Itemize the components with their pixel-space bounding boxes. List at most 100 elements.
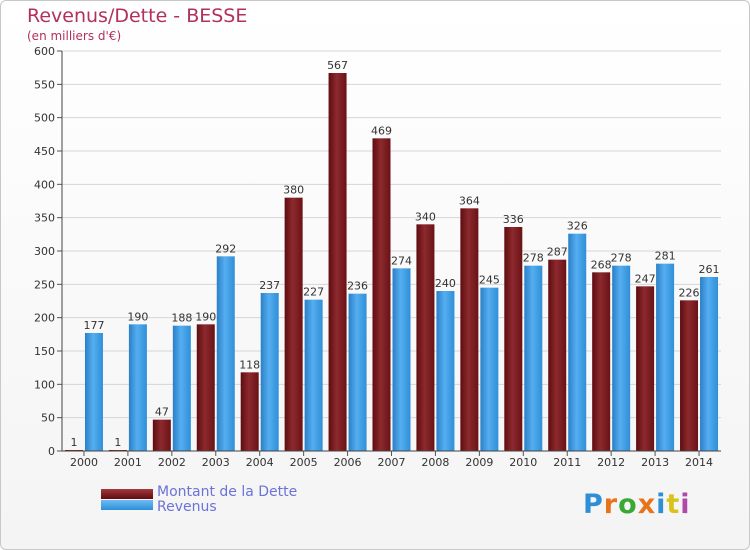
data-label-revenue-2011: 326 bbox=[567, 220, 588, 233]
data-label-revenue-2000: 177 bbox=[83, 319, 104, 332]
x-tick-label: 2014 bbox=[685, 456, 713, 469]
x-tick-label: 2005 bbox=[290, 456, 318, 469]
data-label-revenue-2009: 245 bbox=[479, 274, 500, 287]
data-label-revenue-2010: 278 bbox=[523, 252, 544, 265]
y-tick-label: 200 bbox=[34, 312, 55, 325]
logo-letter: o bbox=[618, 489, 638, 520]
data-label-debt-2009: 364 bbox=[459, 194, 480, 207]
bar-revenue-2004 bbox=[260, 293, 279, 451]
data-label-debt-2007: 469 bbox=[371, 124, 392, 137]
data-label-debt-2004: 118 bbox=[239, 358, 260, 371]
bar-revenue-2013 bbox=[656, 263, 675, 451]
legend-label-debt: Montant de la Dette bbox=[157, 484, 298, 500]
bar-revenue-2005 bbox=[304, 299, 323, 451]
data-label-debt-2010: 336 bbox=[503, 213, 524, 226]
proxiti-logo: Proxiti bbox=[583, 489, 691, 520]
legend-label-revenue: Revenus bbox=[157, 499, 217, 515]
x-tick-label: 2006 bbox=[334, 456, 362, 469]
bar-debt-2012 bbox=[592, 272, 611, 451]
bar-revenue-2002 bbox=[172, 325, 191, 451]
chart-title: Revenus/Dette - BESSE bbox=[27, 5, 248, 27]
x-tick-label: 2009 bbox=[465, 456, 493, 469]
logo-letter: t bbox=[666, 489, 681, 520]
y-tick-label: 300 bbox=[34, 245, 55, 258]
bar-revenue-2003 bbox=[216, 256, 235, 451]
bar-debt-2006 bbox=[328, 73, 347, 451]
bar-debt-2009 bbox=[460, 208, 479, 451]
bar-debt-2007 bbox=[372, 138, 391, 452]
y-tick-label: 150 bbox=[34, 345, 55, 358]
data-label-debt-2001: 1 bbox=[114, 436, 121, 449]
x-tick-label: 2004 bbox=[246, 456, 274, 469]
legend-swatch-revenue bbox=[101, 500, 153, 510]
logo-letter: r bbox=[603, 489, 619, 520]
bar-revenue-2007 bbox=[392, 268, 411, 451]
data-label-debt-2005: 380 bbox=[283, 184, 304, 197]
x-tick-label: 2010 bbox=[509, 456, 537, 469]
y-tick-label: 100 bbox=[34, 378, 55, 391]
x-tick-label: 2001 bbox=[114, 456, 142, 469]
x-tick-label: 2008 bbox=[421, 456, 449, 469]
logo-letter: x bbox=[637, 489, 657, 520]
data-label-revenue-2001: 190 bbox=[127, 310, 148, 323]
x-tick-label: 2000 bbox=[70, 456, 98, 469]
y-tick-label: 550 bbox=[34, 78, 55, 91]
bar-revenue-2000 bbox=[84, 333, 103, 451]
y-tick-label: 0 bbox=[48, 445, 55, 458]
data-label-debt-2011: 287 bbox=[547, 246, 568, 259]
bar-revenue-2001 bbox=[128, 324, 147, 451]
bar-revenue-2014 bbox=[700, 277, 719, 451]
bar-debt-2011 bbox=[548, 259, 567, 451]
logo-letter: i bbox=[680, 489, 691, 520]
data-label-revenue-2005: 227 bbox=[303, 286, 324, 299]
x-tick-label: 2007 bbox=[378, 456, 406, 469]
data-label-debt-2000: 1 bbox=[70, 436, 77, 449]
bar-revenue-2012 bbox=[612, 265, 631, 451]
data-label-revenue-2004: 237 bbox=[259, 279, 280, 292]
data-label-revenue-2002: 188 bbox=[171, 312, 192, 325]
x-tick-label: 2013 bbox=[641, 456, 669, 469]
bar-debt-2002 bbox=[152, 419, 171, 451]
bar-debt-2008 bbox=[416, 224, 435, 451]
bar-revenue-2011 bbox=[568, 233, 587, 451]
data-label-revenue-2003: 292 bbox=[215, 242, 236, 255]
data-label-revenue-2008: 240 bbox=[435, 277, 456, 290]
y-tick-label: 600 bbox=[34, 45, 55, 58]
data-label-debt-2008: 340 bbox=[415, 210, 436, 223]
x-tick-label: 2012 bbox=[597, 456, 625, 469]
y-tick-label: 350 bbox=[34, 212, 55, 225]
y-tick-label: 50 bbox=[41, 412, 55, 425]
data-label-debt-2003: 190 bbox=[195, 310, 216, 323]
y-tick-label: 250 bbox=[34, 278, 55, 291]
bar-debt-2004 bbox=[240, 372, 259, 451]
data-label-debt-2012: 268 bbox=[591, 258, 612, 271]
bar-debt-2003 bbox=[196, 324, 215, 451]
y-axis-ticks: 0 50 100 150 200 250 300 350 400 450 500 550 600 bbox=[34, 45, 62, 458]
data-label-debt-2013: 247 bbox=[635, 272, 656, 285]
data-label-revenue-2007: 274 bbox=[391, 254, 412, 267]
legend-swatch-debt bbox=[101, 489, 153, 499]
chart-subtitle: (en milliers d'€) bbox=[27, 29, 122, 43]
bar-debt-2013 bbox=[636, 286, 655, 451]
x-axis-ticks: 2000 2001 2002 2003 2004 2005 2006 2007 2008 2009… bbox=[70, 451, 713, 469]
bar-debt-2005 bbox=[284, 197, 303, 451]
data-label-debt-2002: 47 bbox=[155, 406, 169, 419]
bar-debt-2010 bbox=[504, 227, 523, 451]
data-label-revenue-2014: 261 bbox=[699, 263, 720, 276]
x-tick-label: 2003 bbox=[202, 456, 230, 469]
grid-lines bbox=[62, 50, 721, 419]
bar-revenue-2006 bbox=[348, 293, 367, 451]
logo-letter: i bbox=[656, 489, 667, 520]
data-label-debt-2006: 567 bbox=[327, 59, 348, 72]
data-label-debt-2014: 226 bbox=[679, 286, 700, 299]
x-tick-label: 2002 bbox=[158, 456, 186, 469]
bar-revenue-2009 bbox=[480, 287, 499, 451]
logo-letter: P bbox=[583, 489, 604, 520]
bar-revenue-2008 bbox=[436, 291, 455, 451]
data-label-revenue-2006: 236 bbox=[347, 280, 368, 293]
y-tick-label: 450 bbox=[34, 145, 55, 158]
data-label-revenue-2013: 281 bbox=[655, 250, 676, 263]
